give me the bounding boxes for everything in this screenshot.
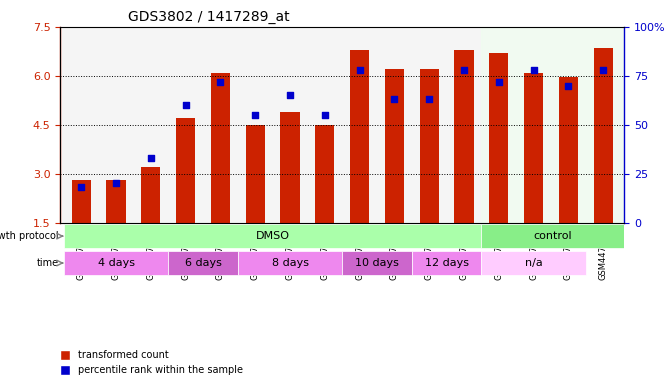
Point: [354, 67, 365, 73]
Text: 6 days: 6 days: [185, 258, 221, 268]
Bar: [211, 73, 230, 223]
Bar: [481, 27, 624, 223]
Point: [285, 92, 295, 98]
Point: [563, 83, 574, 89]
FancyBboxPatch shape: [238, 251, 342, 275]
Bar: [594, 48, 613, 223]
FancyBboxPatch shape: [64, 251, 168, 275]
Bar: [419, 69, 439, 223]
Legend: transformed count, percentile rank within the sample: transformed count, percentile rank withi…: [52, 346, 247, 379]
Point: [458, 67, 469, 73]
FancyBboxPatch shape: [342, 251, 412, 275]
FancyBboxPatch shape: [168, 251, 238, 275]
Text: n/a: n/a: [525, 258, 542, 268]
Text: 8 days: 8 days: [272, 258, 309, 268]
Bar: [559, 78, 578, 223]
Point: [389, 96, 400, 103]
Bar: [246, 125, 265, 223]
Text: control: control: [533, 231, 572, 241]
Text: time: time: [36, 258, 58, 268]
Point: [250, 112, 260, 118]
Point: [528, 67, 539, 73]
FancyBboxPatch shape: [481, 251, 586, 275]
Point: [146, 155, 156, 161]
Bar: [524, 73, 543, 223]
Point: [319, 112, 330, 118]
Bar: [385, 69, 404, 223]
Point: [180, 102, 191, 108]
Bar: [72, 180, 91, 223]
Text: DMSO: DMSO: [256, 231, 290, 241]
FancyBboxPatch shape: [481, 224, 624, 248]
Bar: [280, 112, 299, 223]
Text: GDS3802 / 1417289_at: GDS3802 / 1417289_at: [128, 10, 290, 25]
Point: [493, 79, 504, 85]
Point: [76, 184, 87, 190]
Bar: [454, 50, 474, 223]
Bar: [142, 167, 160, 223]
Text: 10 days: 10 days: [355, 258, 399, 268]
Text: growth protocol: growth protocol: [0, 231, 58, 241]
Bar: [350, 50, 369, 223]
FancyBboxPatch shape: [412, 251, 481, 275]
Text: 4 days: 4 days: [97, 258, 135, 268]
Point: [111, 180, 121, 187]
Point: [598, 67, 609, 73]
Point: [424, 96, 435, 103]
Text: 12 days: 12 days: [425, 258, 468, 268]
Bar: [107, 180, 125, 223]
Point: [215, 79, 226, 85]
FancyBboxPatch shape: [64, 224, 481, 248]
Bar: [176, 118, 195, 223]
Bar: [315, 125, 334, 223]
Bar: [489, 53, 509, 223]
